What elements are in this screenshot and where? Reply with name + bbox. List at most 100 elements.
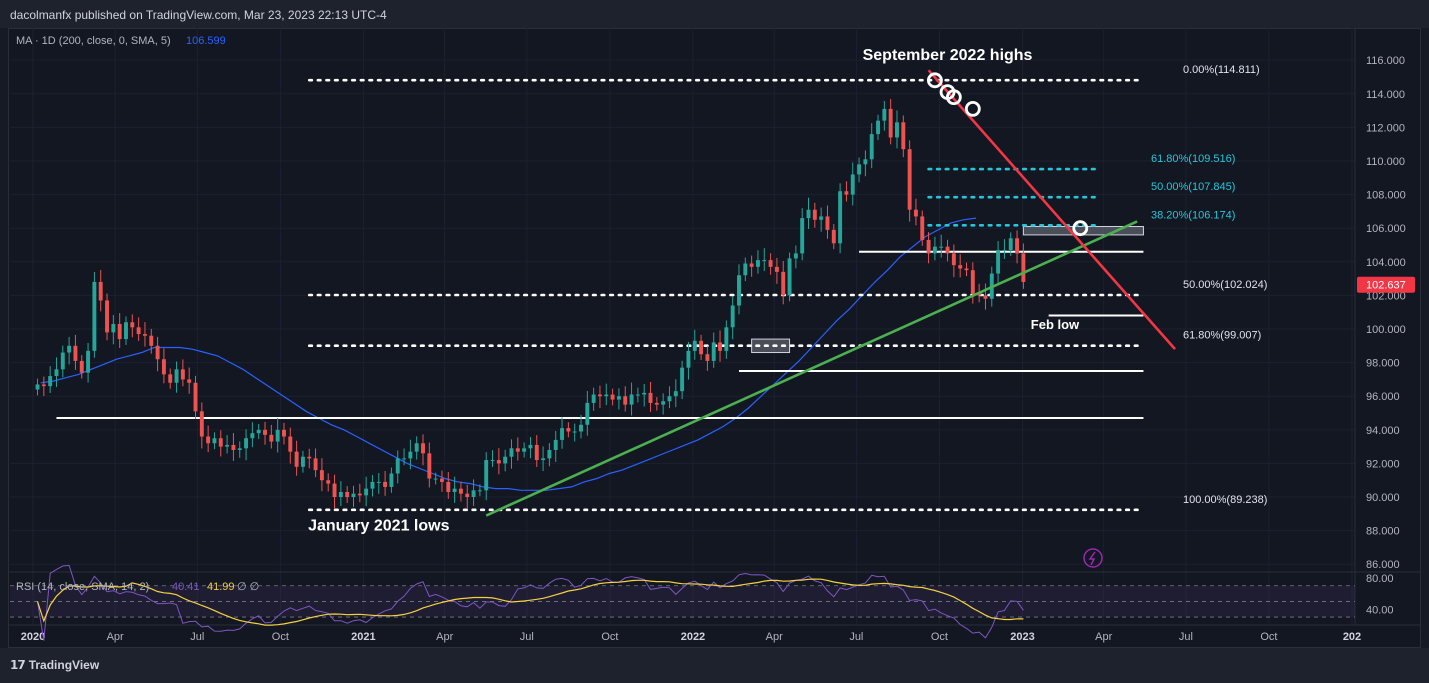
candle <box>130 314 135 338</box>
candle <box>509 439 514 469</box>
fib-level-label: 50.00%(107.845) <box>1151 181 1235 193</box>
candle-body <box>142 334 147 336</box>
candle <box>711 332 716 368</box>
downtrend-line[interactable] <box>927 69 1177 351</box>
candle-body <box>294 451 299 467</box>
candle-body <box>1021 253 1026 282</box>
candle <box>610 388 615 406</box>
candle <box>117 313 122 348</box>
candle-body <box>522 448 527 452</box>
published-info: dacolmanfx published on TradingView.com,… <box>10 8 387 22</box>
alert-icon[interactable] <box>1083 548 1103 568</box>
candle <box>1021 243 1026 289</box>
candle <box>616 388 621 410</box>
candle <box>705 346 710 371</box>
candle <box>452 476 457 503</box>
horizontal-levels[interactable]: 0.00%(114.811) 61.80%(109.516) 50.00%(107.… <box>56 64 1267 512</box>
candle-body <box>737 275 741 306</box>
candle-body <box>199 411 204 437</box>
candle-body <box>566 428 571 432</box>
candle <box>579 414 583 439</box>
candle <box>591 387 596 411</box>
chart-annotation: Feb low <box>1031 317 1080 332</box>
candle <box>831 223 836 250</box>
candle <box>869 123 874 169</box>
candle-body <box>376 481 381 483</box>
candle-body <box>730 305 735 328</box>
candle-body <box>136 327 141 335</box>
candle-body <box>932 246 937 254</box>
candle <box>686 341 691 380</box>
candle <box>389 467 394 493</box>
candle <box>86 342 91 383</box>
pivot-marker <box>1072 220 1089 237</box>
rsi-pane[interactable]: 80.00 40.00 RSI (14, close, SMA, 14, 2) 40.… <box>8 564 1421 641</box>
candle <box>477 484 482 497</box>
tradingview-logo[interactable]: 𝟭𝟳 TradingView <box>10 658 99 672</box>
candle-body <box>48 376 53 387</box>
x-tick-label: Oct <box>1260 631 1277 643</box>
candle-body <box>357 493 362 496</box>
candle <box>983 283 988 310</box>
candle <box>421 434 425 466</box>
candle-body <box>939 246 944 248</box>
candle-body <box>503 456 508 464</box>
candle-body <box>926 239 931 254</box>
candle-body <box>958 265 963 269</box>
candle-body <box>332 483 337 498</box>
candle <box>300 450 305 473</box>
candle-body <box>800 218 805 254</box>
candle-body <box>111 323 116 333</box>
candle-body <box>319 470 324 481</box>
candle <box>48 366 53 394</box>
candle-body <box>755 260 760 267</box>
moving-average <box>40 217 977 491</box>
candle-body <box>250 433 255 439</box>
candle <box>598 385 602 409</box>
candle <box>635 387 640 403</box>
candle-body <box>212 438 217 444</box>
y-tick-label: 90.000 <box>1366 492 1400 504</box>
candle-body <box>857 164 862 175</box>
x-tick-label: Jul <box>849 631 863 643</box>
candle-body <box>699 340 704 355</box>
y-tick-label: 94.000 <box>1366 425 1400 437</box>
x-tick-label: 2021 <box>351 631 375 643</box>
candle <box>1002 239 1007 259</box>
candle <box>945 239 950 262</box>
y-tick-label: 110.000 <box>1366 156 1405 168</box>
rsi-ma-line <box>36 578 1024 626</box>
candle <box>79 355 84 379</box>
candle-body <box>598 394 602 397</box>
candle <box>67 336 72 365</box>
candle-body <box>635 394 640 396</box>
candle <box>920 210 925 246</box>
candle-body <box>509 448 514 457</box>
candle-body <box>86 350 91 373</box>
candle <box>819 207 824 232</box>
candle-body <box>692 340 697 351</box>
candle-body <box>161 359 166 375</box>
last-price-label: 102.637 <box>1366 280 1406 292</box>
candle-body <box>54 369 59 377</box>
candle-body <box>996 250 1001 274</box>
candle-body <box>338 491 343 498</box>
trendlines[interactable] <box>485 69 1177 517</box>
tradingview-logo-icon: 𝟭𝟳 <box>10 658 26 672</box>
candle-body <box>263 429 267 435</box>
y-tick-label: 88.000 <box>1366 526 1400 538</box>
candle-body <box>534 444 539 461</box>
price-axis[interactable]: 116.000 114.000 112.000 110.000 108.000 106.0… <box>1354 28 1415 625</box>
candle <box>370 475 375 497</box>
time-axis[interactable]: 2020 Apr Jul Oct 2021 Apr Jul Oct 2022 Apr Jul Oct 2… <box>8 624 1421 643</box>
candle <box>73 334 78 370</box>
candle <box>294 440 299 476</box>
uptrend-line[interactable] <box>485 220 1138 517</box>
x-tick-label: Apr <box>1095 631 1112 643</box>
candle-body <box>117 323 122 340</box>
x-tick-label: 2022 <box>681 631 705 643</box>
sma-200-line <box>40 217 977 491</box>
x-tick-label: Jul <box>1179 631 1193 643</box>
candle <box>876 114 880 140</box>
